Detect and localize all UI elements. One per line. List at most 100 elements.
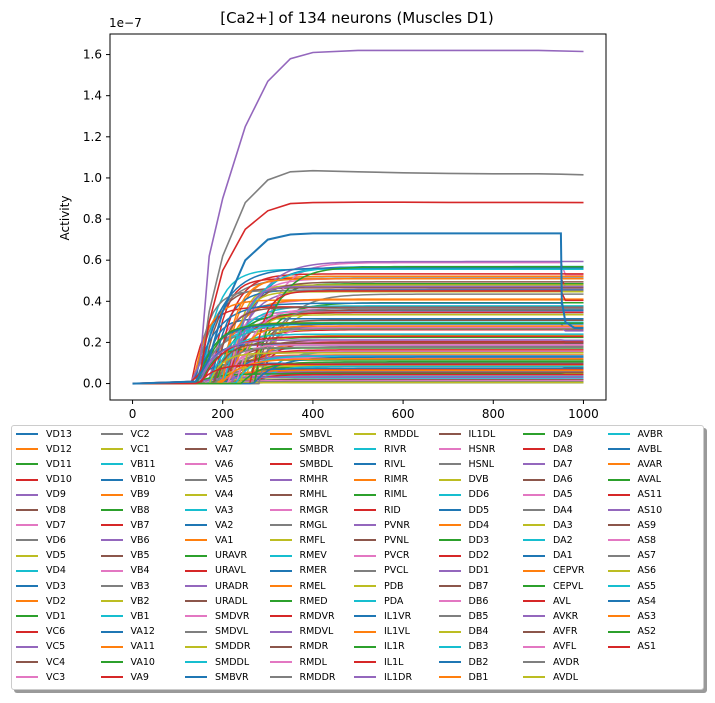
legend-label: PVNR bbox=[384, 519, 410, 531]
legend-label: RMED bbox=[299, 595, 328, 607]
legend-label: AVBR bbox=[637, 428, 664, 440]
legend-label: DA2 bbox=[553, 534, 573, 546]
legend-label: DA3 bbox=[553, 519, 573, 531]
legend-label: VB3 bbox=[130, 580, 150, 592]
legend-entry-rmed: RMED bbox=[269, 594, 328, 608]
legend-swatch bbox=[354, 509, 376, 511]
legend-swatch bbox=[269, 433, 292, 435]
legend-entry-rimr: RIMR bbox=[354, 473, 408, 487]
legend-swatch bbox=[354, 600, 376, 603]
legend-label: AS6 bbox=[637, 565, 657, 577]
legend-swatch bbox=[269, 463, 292, 466]
legend-swatch bbox=[354, 493, 376, 496]
legend-entry-smdvl: SMDVL bbox=[185, 625, 248, 639]
legend-label: VA3 bbox=[215, 504, 234, 516]
legend-label: VD2 bbox=[46, 595, 66, 607]
legend-entry-va2: VA2 bbox=[185, 518, 233, 532]
legend-swatch bbox=[269, 493, 292, 496]
legend-label: VA6 bbox=[215, 458, 234, 470]
legend-label: AVAL bbox=[637, 474, 662, 486]
legend-entry-dd3: DD3 bbox=[438, 533, 490, 547]
legend-swatch bbox=[185, 661, 207, 663]
legend-entry-vc3: VC3 bbox=[16, 670, 65, 684]
legend-label: VD6 bbox=[46, 534, 66, 546]
legend-entry-db4: DB4 bbox=[438, 625, 488, 639]
legend-label: VD10 bbox=[46, 474, 72, 486]
legend-swatch bbox=[438, 478, 461, 481]
legend-entry-vc2: VC2 bbox=[100, 427, 150, 441]
legend-swatch bbox=[523, 493, 545, 496]
legend-swatch bbox=[523, 676, 545, 679]
legend-entry-db6: DB6 bbox=[438, 594, 489, 608]
legend-entry-il1vr: IL1VR bbox=[354, 609, 411, 623]
legend-swatch bbox=[354, 478, 376, 481]
legend-swatch bbox=[16, 493, 38, 496]
legend-entry-va9: VA9 bbox=[100, 670, 149, 684]
legend-swatch bbox=[16, 463, 38, 466]
legend-entry-vb4: VB4 bbox=[100, 564, 150, 578]
legend-entry-rmel: RMEL bbox=[269, 579, 326, 593]
chart-title: [Ca2+] of 134 neurons (Muscles D1) bbox=[220, 9, 494, 27]
legend-entry-vd12: VD12 bbox=[16, 442, 72, 456]
y-tick-label: 1.2 bbox=[83, 130, 102, 144]
legend-label: VC2 bbox=[130, 428, 150, 440]
y-tick-label: 0.2 bbox=[83, 335, 102, 349]
legend-entry-vc4: VC4 bbox=[16, 655, 65, 669]
legend-entry-aval: AVAL bbox=[607, 473, 662, 487]
legend-swatch bbox=[438, 554, 461, 557]
legend-swatch bbox=[100, 539, 123, 542]
legend-swatch bbox=[607, 630, 630, 633]
legend-entry-as6: AS6 bbox=[607, 564, 657, 578]
legend-swatch bbox=[100, 433, 123, 435]
legend-label: AS2 bbox=[637, 626, 657, 638]
legend-swatch bbox=[185, 569, 207, 572]
legend-entry-rmev: RMEV bbox=[269, 549, 327, 563]
legend-swatch bbox=[438, 661, 461, 663]
legend-entry-dvb: DVB bbox=[438, 473, 489, 487]
legend-entry-vd13: VD13 bbox=[16, 427, 72, 441]
legend-swatch bbox=[438, 509, 461, 511]
legend-swatch bbox=[354, 448, 376, 451]
legend-swatch bbox=[523, 569, 545, 572]
legend-label: DD4 bbox=[468, 519, 490, 531]
series-line-avbl bbox=[132, 323, 584, 385]
legend-entry-as8: AS8 bbox=[607, 533, 656, 547]
legend-entry-smbdl: SMBDL bbox=[269, 457, 333, 471]
legend-label: RMDVR bbox=[299, 610, 335, 622]
legend-swatch bbox=[607, 448, 630, 451]
x-tick-label: 600 bbox=[392, 407, 415, 421]
legend-swatch bbox=[16, 539, 38, 542]
legend-entry-uradl: URADL bbox=[185, 594, 247, 608]
legend-label: VD1 bbox=[46, 610, 66, 622]
legend-swatch bbox=[100, 645, 123, 648]
legend-entry-as7: AS7 bbox=[607, 549, 656, 563]
legend-label: DB6 bbox=[468, 595, 489, 607]
legend-entry-vb11: VB11 bbox=[100, 457, 156, 471]
legend-swatch bbox=[100, 448, 123, 451]
legend-label: RIVL bbox=[384, 458, 406, 470]
legend-entry-vb3: VB3 bbox=[100, 579, 150, 593]
legend-label: DD3 bbox=[468, 534, 490, 546]
legend-label: HSNL bbox=[468, 458, 495, 470]
legend-entry-vb6: VB6 bbox=[100, 533, 150, 547]
legend-label: PVCR bbox=[384, 550, 410, 562]
legend-swatch bbox=[185, 493, 207, 496]
legend-label: DA1 bbox=[553, 550, 573, 562]
y-axis-label: Activity bbox=[58, 196, 72, 241]
legend-entry-vb1: VB1 bbox=[100, 609, 150, 623]
legend-swatch bbox=[523, 478, 545, 481]
legend-swatch bbox=[100, 630, 123, 633]
legend-swatch bbox=[16, 676, 38, 679]
legend-entry-as11: AS11 bbox=[607, 488, 662, 502]
legend-swatch bbox=[438, 433, 461, 435]
series-line-rmddr bbox=[132, 169, 584, 385]
legend-entry-va6: VA6 bbox=[185, 457, 233, 471]
legend-entry-pdb: PDB bbox=[354, 579, 404, 593]
legend-swatch bbox=[269, 554, 292, 557]
legend-label: IL1R bbox=[384, 641, 405, 653]
legend-entry-rivr: RIVR bbox=[354, 442, 407, 456]
legend-entry-il1l: IL1L bbox=[354, 655, 403, 669]
legend-label: VD13 bbox=[46, 428, 72, 440]
legend-label: RMDDL bbox=[384, 428, 419, 440]
legend-entry-va3: VA3 bbox=[185, 503, 233, 517]
